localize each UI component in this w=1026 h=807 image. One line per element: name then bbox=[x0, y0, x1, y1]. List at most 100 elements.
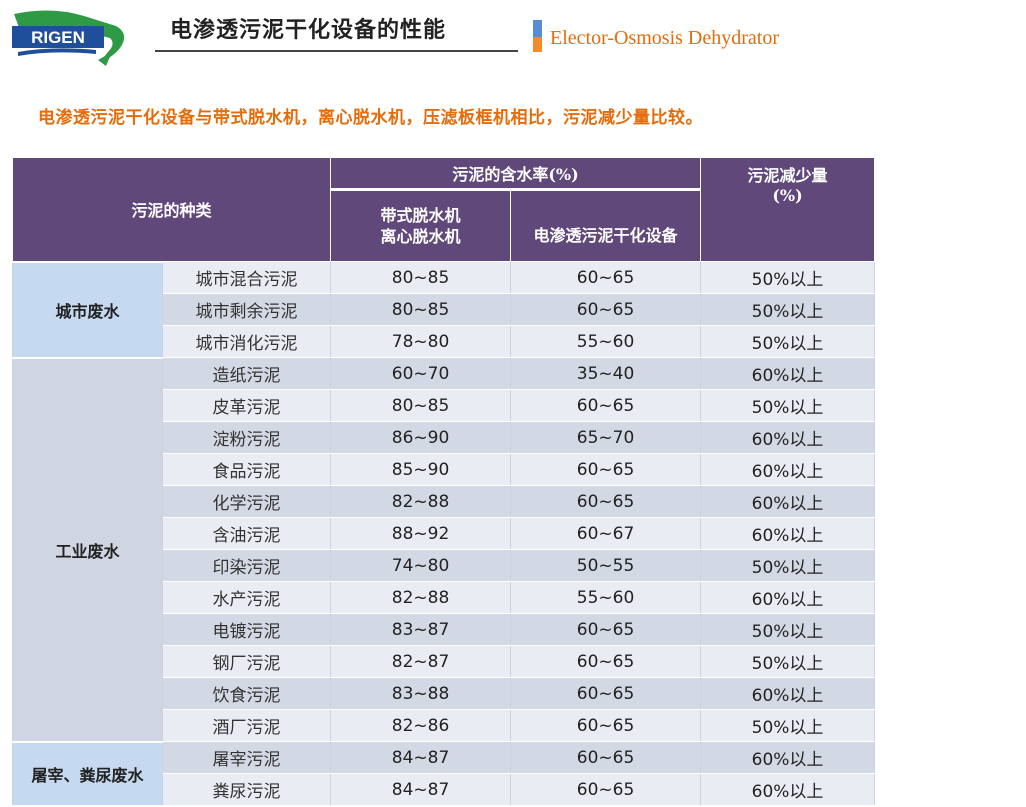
table-row: 水产污泥 82~88 55~60 60%以上 bbox=[13, 581, 876, 614]
water-content-header: 污泥的含水率(%) bbox=[330, 157, 702, 191]
title-underline bbox=[155, 50, 518, 52]
belt-centrifuge-value-cell: 80~85 bbox=[330, 389, 512, 422]
table-row: 城市剩余污泥 80~85 60~65 50%以上 bbox=[13, 293, 876, 326]
sludge-name-cell: 水产污泥 bbox=[161, 581, 332, 614]
table-row: 城市废水 城市混合污泥 80~85 60~65 50%以上 bbox=[12, 260, 876, 359]
sludge-name-cell: 屠宰污泥 bbox=[161, 741, 332, 774]
electro-osmosis-value-cell: 60~67 bbox=[510, 517, 702, 550]
electro-osmosis-value-cell: 60~65 bbox=[510, 645, 702, 678]
electro-osmosis-value-cell: 60~65 bbox=[510, 773, 702, 806]
logo-graphic: RIGEN bbox=[12, 10, 125, 66]
reduction-value-cell: 50%以上 bbox=[700, 709, 876, 742]
header-row-1: 污泥的种类 污泥的含水率(%) 污泥减少量 (%) bbox=[11, 157, 876, 262]
electro-osmosis-header: 电渗透污泥干化设备 bbox=[510, 189, 702, 262]
reduction-value-cell: 60%以上 bbox=[700, 517, 876, 550]
category-cell: 屠宰、粪尿废水 bbox=[12, 740, 163, 807]
belt-centrifuge-value-cell: 78~80 bbox=[330, 325, 512, 358]
electro-osmosis-value-cell: 55~60 bbox=[510, 581, 702, 614]
table-row: 酒厂污泥 82~86 60~65 50%以上 bbox=[13, 709, 876, 742]
reduction-value-cell: 50%以上 bbox=[700, 293, 876, 326]
belt-centrifuge-value-cell: 82~88 bbox=[330, 485, 512, 518]
belt-centrifuge-value-cell: 85~90 bbox=[330, 453, 512, 486]
page-title: 电渗透污泥干化设备的性能 bbox=[170, 17, 447, 43]
category-cell: 工业废水 bbox=[12, 356, 163, 743]
page-subtitle: Elector-Osmosis Dehydrator bbox=[550, 27, 779, 49]
electro-osmosis-value-cell: 60~65 bbox=[510, 389, 702, 422]
belt-centrifuge-value-cell: 80~85 bbox=[330, 261, 512, 294]
electro-osmosis-value-cell: 55~60 bbox=[510, 325, 702, 358]
table-row: 食品污泥 85~90 60~65 60%以上 bbox=[13, 453, 876, 486]
belt-centrifuge-value-cell: 74~80 bbox=[330, 549, 512, 582]
reduction-value-cell: 60%以上 bbox=[700, 357, 876, 390]
electro-osmosis-value-cell: 60~65 bbox=[510, 741, 702, 774]
sludge-name-cell: 酒厂污泥 bbox=[161, 709, 332, 742]
electro-osmosis-value-cell: 60~65 bbox=[510, 709, 702, 742]
logo-green-arrow bbox=[98, 52, 112, 66]
table-row: 钢厂污泥 82~87 60~65 50%以上 bbox=[13, 645, 876, 678]
subtitle-marker bbox=[533, 20, 542, 52]
reduction-value-cell: 60%以上 bbox=[700, 677, 876, 710]
reduction-header: 污泥减少量 (%) bbox=[700, 157, 876, 262]
reduction-value-cell: 50%以上 bbox=[700, 389, 876, 422]
table-body: 城市废水 城市混合污泥 80~85 60~65 50%以上 城市剩余污泥 80~85 60~6… bbox=[12, 260, 876, 807]
sludge-name-cell: 含油污泥 bbox=[161, 517, 332, 550]
belt-centrifuge-value-cell: 84~87 bbox=[330, 741, 512, 774]
electro-osmosis-value-cell: 60~65 bbox=[510, 613, 702, 646]
belt-centrifuge-value-cell: 82~87 bbox=[330, 645, 512, 678]
comparison-table-wrapper: 污泥的种类 污泥的含水率(%) 污泥减少量 (%) 带式脱水机 离心脱水机 电渗… bbox=[11, 157, 876, 807]
electro-osmosis-value-cell: 50~55 bbox=[510, 549, 702, 582]
belt-press-label: 带式脱水机 bbox=[380, 206, 461, 225]
category-cell: 城市废水 bbox=[12, 260, 163, 359]
sludge-name-cell: 淀粉污泥 bbox=[161, 421, 332, 454]
sludge-name-cell: 化学污泥 bbox=[161, 485, 332, 518]
subtitle-marker-top bbox=[533, 20, 542, 37]
reduction-value-cell: 60%以上 bbox=[700, 421, 876, 454]
reduction-value-cell: 60%以上 bbox=[700, 741, 876, 774]
reduction-value-cell: 60%以上 bbox=[700, 581, 876, 614]
sludge-name-cell: 城市消化污泥 bbox=[161, 325, 332, 358]
table-row: 含油污泥 88~92 60~67 60%以上 bbox=[13, 517, 876, 550]
reduction-header-label: 污泥减少量 bbox=[747, 166, 828, 185]
sludge-name-cell: 饮食污泥 bbox=[161, 677, 332, 710]
electro-osmosis-value-cell: 35~40 bbox=[510, 357, 702, 390]
logo-green-swoosh bbox=[14, 10, 125, 63]
electro-osmosis-value-cell: 60~65 bbox=[510, 261, 702, 294]
table-row: 淀粉污泥 86~90 65~70 60%以上 bbox=[13, 421, 876, 454]
reduction-value-cell: 60%以上 bbox=[700, 453, 876, 486]
electro-osmosis-value-cell: 60~65 bbox=[510, 293, 702, 326]
reduction-value-cell: 50%以上 bbox=[700, 261, 876, 294]
belt-centrifuge-header: 带式脱水机 离心脱水机 bbox=[330, 189, 512, 262]
sludge-name-cell: 皮革污泥 bbox=[161, 389, 332, 422]
electro-osmosis-value-cell: 65~70 bbox=[510, 421, 702, 454]
table-header: 污泥的种类 污泥的含水率(%) 污泥减少量 (%) 带式脱水机 离心脱水机 电渗… bbox=[11, 157, 876, 262]
sludge-name-cell: 粪尿污泥 bbox=[161, 773, 332, 806]
sludge-name-cell: 造纸污泥 bbox=[161, 357, 332, 390]
electro-osmosis-value-cell: 60~65 bbox=[510, 485, 702, 518]
centrifuge-label: 离心脱水机 bbox=[380, 227, 461, 246]
sludge-name-cell: 食品污泥 bbox=[161, 453, 332, 486]
sludge-name-cell: 印染污泥 bbox=[161, 549, 332, 582]
belt-centrifuge-value-cell: 60~70 bbox=[330, 357, 512, 390]
sludge-name-cell: 钢厂污泥 bbox=[161, 645, 332, 678]
table-row: 工业废水 造纸污泥 60~70 35~40 60%以上 bbox=[12, 356, 876, 743]
reduction-value-cell: 60%以上 bbox=[700, 485, 876, 518]
table-row: 电镀污泥 83~87 60~65 50%以上 bbox=[13, 613, 876, 646]
subtitle-marker-bottom bbox=[533, 37, 542, 52]
reduction-value-cell: 50%以上 bbox=[700, 645, 876, 678]
logo-blue-band bbox=[12, 26, 104, 48]
sludge-name-cell: 城市剩余污泥 bbox=[161, 293, 332, 326]
belt-centrifuge-value-cell: 86~90 bbox=[330, 421, 512, 454]
sludge-name-cell: 电镀污泥 bbox=[161, 613, 332, 646]
reduction-unit-label: (%) bbox=[772, 186, 803, 205]
belt-centrifuge-value-cell: 83~87 bbox=[330, 613, 512, 646]
intro-text: 电渗透污泥干化设备与带式脱水机，离心脱水机，压滤板框机相比，污泥减少量比较。 bbox=[38, 108, 703, 128]
header-row-2: 带式脱水机 离心脱水机 电渗透污泥干化设备 bbox=[13, 189, 875, 262]
belt-centrifuge-value-cell: 82~86 bbox=[330, 709, 512, 742]
company-logo: RIGEN bbox=[12, 8, 127, 66]
belt-centrifuge-value-cell: 84~87 bbox=[330, 773, 512, 806]
belt-centrifuge-value-cell: 80~85 bbox=[330, 293, 512, 326]
table-row: 屠宰、粪尿废水 屠宰污泥 84~87 60~65 60%以上 bbox=[12, 740, 876, 807]
sludge-comparison-table: 污泥的种类 污泥的含水率(%) 污泥减少量 (%) 带式脱水机 离心脱水机 电渗… bbox=[11, 157, 876, 807]
belt-centrifuge-value-cell: 82~88 bbox=[330, 581, 512, 614]
electro-osmosis-value-cell: 60~65 bbox=[510, 453, 702, 486]
